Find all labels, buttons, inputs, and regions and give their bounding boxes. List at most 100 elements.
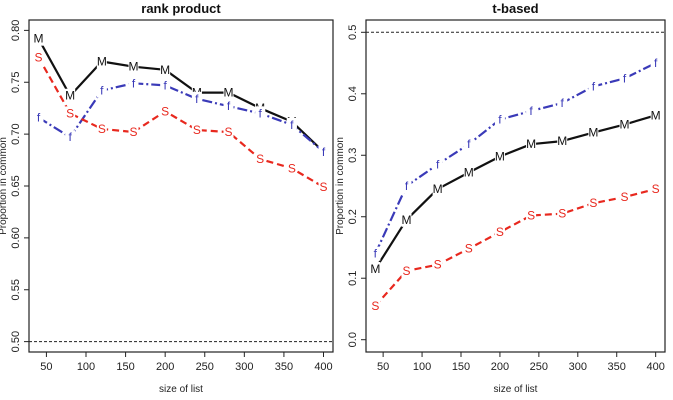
series-marker-f: f bbox=[100, 84, 104, 98]
rank-product-panel: rank productMMMMMMMMMMffffffffffSSSSSSSS… bbox=[0, 1, 334, 395]
series-marker-S: S bbox=[652, 182, 660, 196]
x-tick-label: 200 bbox=[491, 361, 509, 373]
marker-backdrop bbox=[432, 182, 443, 197]
marker-backdrop bbox=[588, 79, 599, 94]
series-marker-f: f bbox=[405, 179, 409, 193]
series-marker-M: M bbox=[620, 118, 630, 132]
plot-frame bbox=[365, 19, 666, 353]
marker-backdrop bbox=[286, 161, 297, 176]
marker-backdrop bbox=[65, 106, 76, 121]
x-tick-label: 100 bbox=[413, 361, 431, 373]
marker-backdrop bbox=[588, 196, 599, 211]
marker-backdrop bbox=[650, 182, 661, 197]
marker-backdrop bbox=[370, 298, 381, 313]
y-tick-label: 0.80 bbox=[10, 20, 22, 41]
series-marker-f: f bbox=[623, 71, 627, 85]
marker-backdrop bbox=[255, 152, 266, 167]
series-marker-f: f bbox=[561, 96, 565, 110]
marker-backdrop bbox=[619, 71, 630, 86]
x-axis-label: size of list bbox=[494, 384, 538, 395]
x-axis-label: size of list bbox=[159, 384, 203, 395]
series-marker-M: M bbox=[464, 165, 474, 179]
series-marker-f: f bbox=[436, 157, 440, 171]
y-tick-label: 0.60 bbox=[10, 227, 22, 248]
series-marker-S: S bbox=[34, 50, 42, 64]
series-marker-M: M bbox=[160, 63, 170, 77]
series-line-M bbox=[37, 38, 325, 153]
series-marker-S: S bbox=[402, 264, 410, 278]
series-marker-f: f bbox=[529, 104, 533, 118]
y-tick-label: 0.2 bbox=[347, 209, 359, 224]
series-line-S bbox=[37, 56, 325, 188]
marker-backdrop bbox=[619, 117, 630, 132]
marker-backdrop bbox=[401, 263, 412, 278]
series-marker-S: S bbox=[129, 125, 137, 139]
chart-title: rank product bbox=[141, 1, 221, 16]
marker-backdrop bbox=[557, 134, 568, 149]
series-marker-S: S bbox=[621, 190, 629, 204]
chart-title: t-based bbox=[492, 1, 538, 16]
marker-backdrop bbox=[494, 149, 505, 164]
series-marker-f: f bbox=[163, 78, 167, 92]
x-tick-label: 200 bbox=[156, 361, 174, 373]
series-marker-M: M bbox=[370, 262, 380, 276]
series-marker-M: M bbox=[495, 149, 505, 163]
series-marker-f: f bbox=[195, 92, 199, 106]
marker-backdrop bbox=[557, 206, 568, 221]
y-tick-label: 0.65 bbox=[10, 175, 22, 196]
y-tick-label: 0.5 bbox=[347, 25, 359, 40]
series-marker-M: M bbox=[433, 182, 443, 196]
marker-backdrop bbox=[33, 31, 44, 46]
series-marker-S: S bbox=[319, 180, 327, 194]
series-marker-M: M bbox=[588, 126, 598, 140]
marker-backdrop bbox=[401, 179, 412, 193]
series-marker-M: M bbox=[65, 89, 75, 103]
y-tick-label: 0.0 bbox=[347, 332, 359, 347]
marker-backdrop bbox=[318, 144, 329, 159]
marker-backdrop bbox=[650, 56, 661, 71]
x-tick-label: 350 bbox=[275, 361, 293, 373]
marker-backdrop bbox=[494, 225, 505, 240]
marker-backdrop bbox=[96, 54, 107, 69]
marker-backdrop bbox=[318, 180, 329, 195]
x-tick-label: 300 bbox=[569, 361, 587, 373]
series-marker-S: S bbox=[288, 161, 296, 175]
series-marker-M: M bbox=[97, 55, 107, 69]
x-tick-label: 250 bbox=[530, 361, 548, 373]
marker-backdrop bbox=[160, 78, 171, 93]
marker-backdrop bbox=[33, 50, 44, 65]
series-line-f bbox=[374, 62, 657, 255]
marker-backdrop bbox=[96, 83, 107, 98]
marker-backdrop bbox=[463, 241, 474, 256]
series-marker-f: f bbox=[37, 111, 41, 125]
marker-backdrop bbox=[160, 104, 171, 119]
series-marker-f: f bbox=[467, 137, 471, 151]
series-marker-S: S bbox=[527, 209, 535, 223]
x-tick-label: 150 bbox=[452, 361, 470, 373]
x-tick-label: 400 bbox=[646, 361, 664, 373]
x-tick-label: 400 bbox=[314, 361, 332, 373]
marker-backdrop bbox=[588, 125, 599, 140]
x-tick-label: 100 bbox=[77, 361, 95, 373]
series-marker-M: M bbox=[129, 60, 139, 74]
marker-backdrop bbox=[191, 122, 202, 137]
marker-backdrop bbox=[286, 117, 297, 132]
marker-backdrop bbox=[223, 85, 234, 100]
y-axis-label: Proportion in common bbox=[0, 137, 9, 235]
marker-backdrop bbox=[128, 125, 139, 140]
x-tick-label: 350 bbox=[608, 361, 626, 373]
marker-backdrop bbox=[33, 110, 44, 125]
marker-backdrop bbox=[494, 112, 505, 127]
series-line-f bbox=[37, 82, 325, 153]
series-line-M bbox=[374, 114, 656, 270]
y-tick-label: 0.70 bbox=[10, 123, 22, 144]
series-marker-f: f bbox=[68, 130, 72, 144]
marker-backdrop bbox=[255, 106, 266, 121]
marker-backdrop bbox=[370, 262, 381, 276]
y-tick-label: 0.55 bbox=[10, 279, 22, 300]
series-marker-S: S bbox=[66, 106, 74, 120]
x-tick-label: 300 bbox=[235, 361, 253, 373]
marker-backdrop bbox=[96, 121, 107, 136]
t-based-panel: t-based M M M M M M M M M Mf f f f f f f f f f S S S S S S S S S S 50 1… bbox=[335, 1, 666, 395]
marker-backdrop bbox=[463, 165, 474, 180]
